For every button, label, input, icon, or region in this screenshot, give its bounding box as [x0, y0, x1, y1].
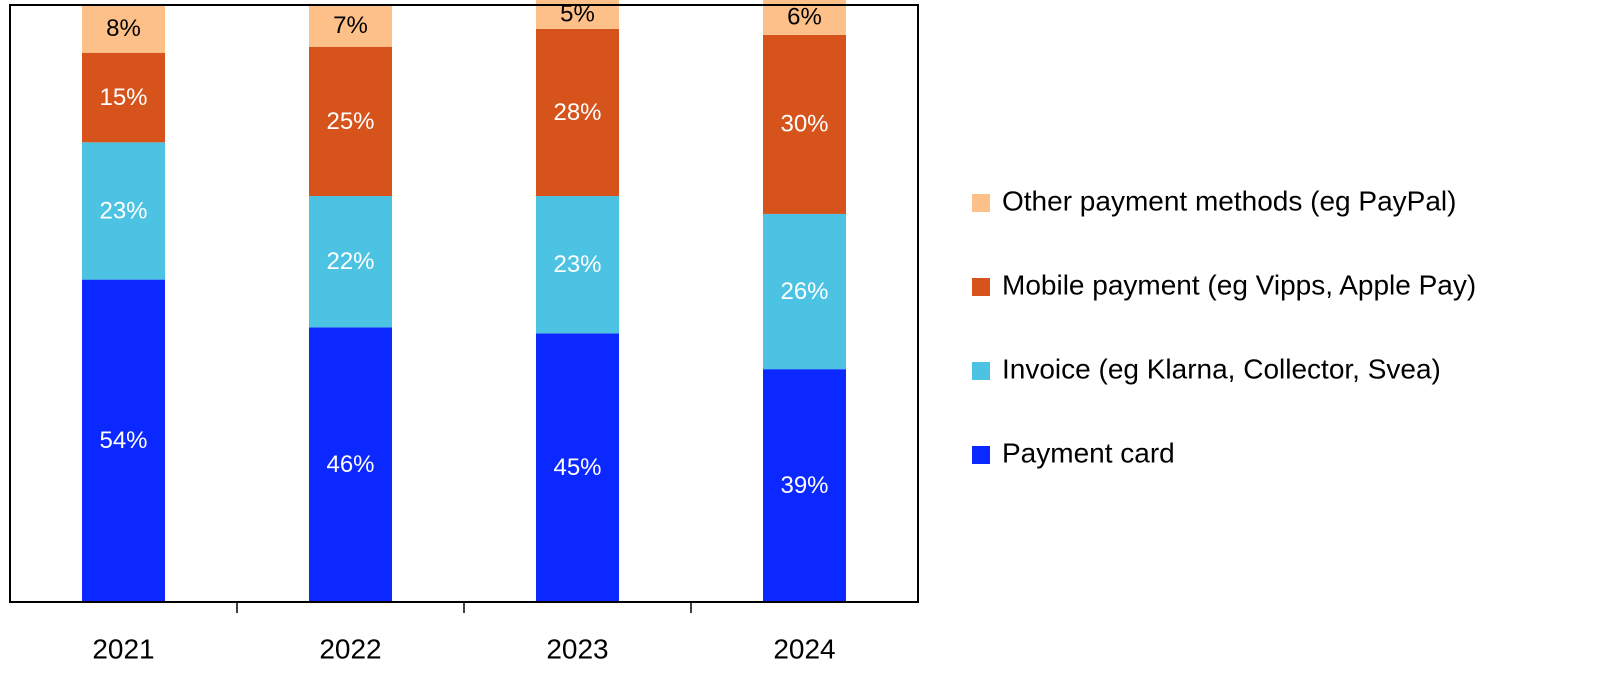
data-label: 8%: [106, 15, 141, 42]
bar-segment: [82, 279, 165, 602]
bar-segment: [763, 34, 846, 214]
legend-swatch: [972, 362, 990, 380]
data-label: 25%: [326, 108, 374, 135]
data-label: 23%: [553, 251, 601, 278]
bar-segment: [309, 196, 392, 328]
legend-label: Other payment methods (eg PayPal): [1002, 185, 1456, 216]
data-label: 30%: [780, 111, 828, 138]
bar-segment: [82, 142, 165, 280]
data-label: 26%: [780, 278, 828, 305]
legend-swatch: [972, 278, 990, 296]
legend-swatch: [972, 446, 990, 464]
plot-frame: [9, 4, 919, 603]
data-label: 23%: [99, 197, 147, 224]
data-label: 15%: [99, 84, 147, 111]
x-tick-label: 2024: [773, 633, 835, 664]
data-label: 39%: [780, 472, 828, 499]
bar-segment: [536, 196, 619, 334]
bar-segment: [82, 52, 165, 143]
bar-segment: [82, 5, 165, 53]
bar-segment: [309, 5, 392, 47]
data-label: 46%: [326, 451, 374, 478]
x-tick-label: 2021: [92, 633, 154, 664]
x-tick-label: 2022: [319, 633, 381, 664]
legend-label: Payment card: [1002, 437, 1175, 468]
data-label: 7%: [333, 12, 368, 39]
data-label: 45%: [553, 454, 601, 481]
bar-segment: [536, 28, 619, 197]
bar-segment: [309, 327, 392, 602]
legend-swatch: [972, 194, 990, 212]
data-label: 22%: [326, 248, 374, 275]
legend-label: Invoice (eg Klarna, Collector, Svea): [1002, 353, 1441, 384]
bar-segment: [763, 213, 846, 370]
data-label: 54%: [99, 427, 147, 454]
bar-segment: [763, 369, 846, 602]
bar-segment: [309, 46, 392, 197]
data-label: 6%: [787, 3, 822, 30]
legend-label: Mobile payment (eg Vipps, Apple Pay): [1002, 269, 1476, 300]
bar-segment: [536, 333, 619, 602]
data-label: 28%: [553, 99, 601, 126]
x-tick-label: 2023: [546, 633, 608, 664]
